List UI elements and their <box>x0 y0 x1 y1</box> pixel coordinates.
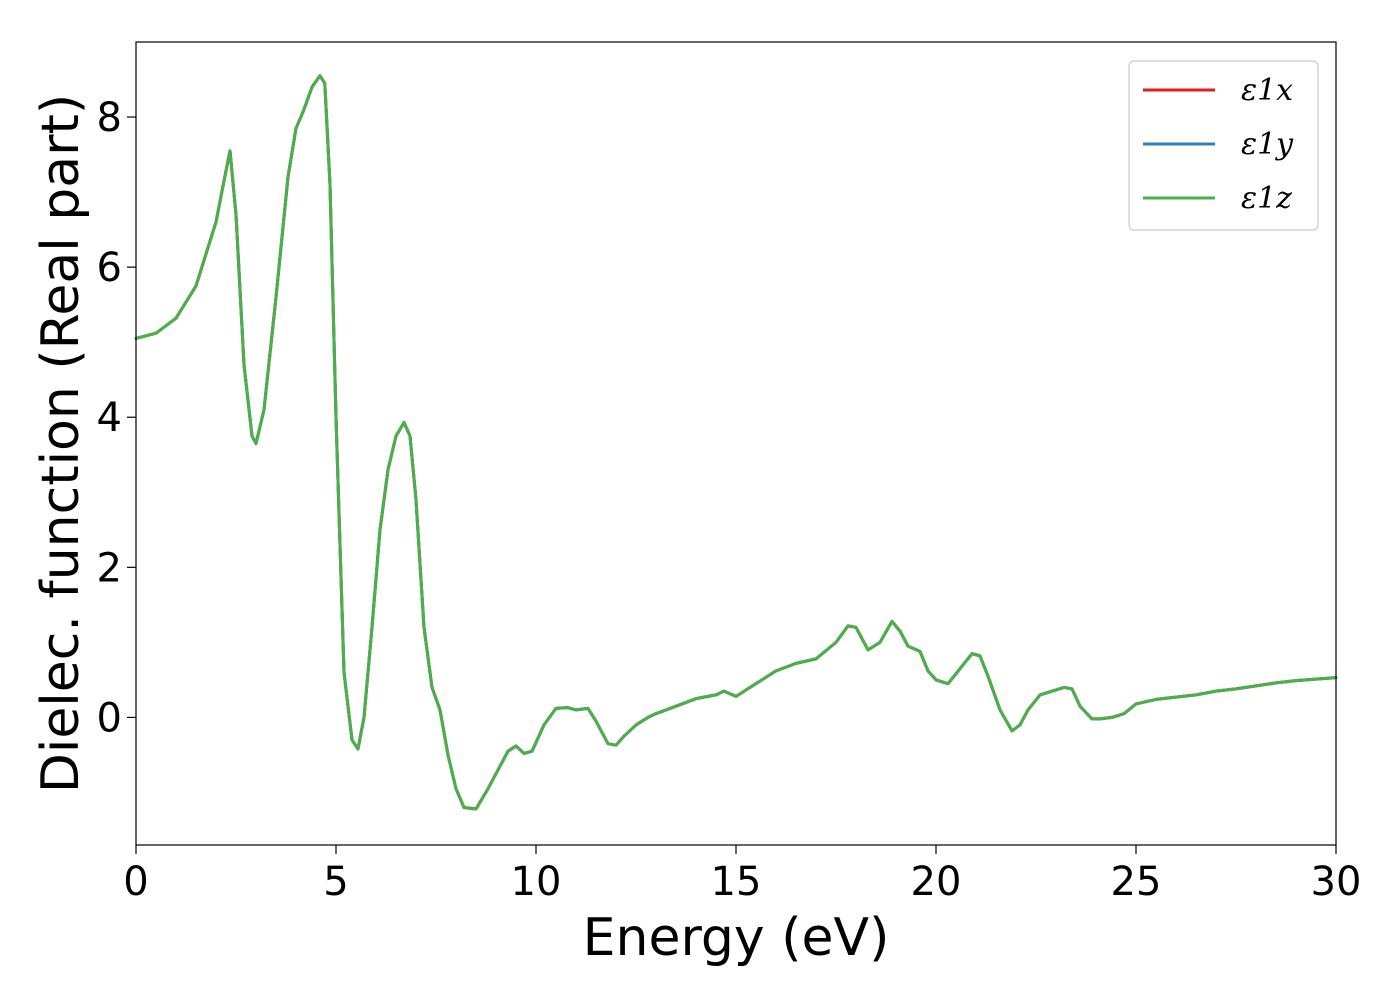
x-axis-label: Energy (eV) <box>583 908 890 968</box>
x-tick-label: 10 <box>511 859 562 905</box>
legend-label: ε1y <box>1241 127 1294 162</box>
x-tick-label: 25 <box>1111 859 1162 905</box>
legend-label: ε1z <box>1241 181 1292 216</box>
legend: ε1x ε1y ε1z <box>1128 60 1319 231</box>
x-tick-label: 5 <box>323 859 348 905</box>
legend-label: ε1x <box>1241 73 1293 108</box>
x-tick-label: 20 <box>911 859 962 905</box>
y-tick-label: 6 <box>97 245 122 291</box>
x-axis-ticks: 0 5 10 15 20 25 30 <box>123 845 1361 905</box>
y-axis-ticks: 0 2 4 6 8 <box>97 95 136 741</box>
x-tick-label: 30 <box>1311 859 1362 905</box>
y-tick-label: 8 <box>97 95 122 141</box>
x-tick-label: 0 <box>123 859 148 905</box>
y-tick-label: 0 <box>97 695 122 741</box>
x-tick-label: 15 <box>711 859 762 905</box>
legend-box <box>1128 60 1319 231</box>
y-tick-label: 4 <box>97 395 122 441</box>
y-axis-label: Dielec. function (Real part) <box>31 94 91 793</box>
y-tick-label: 2 <box>97 545 122 591</box>
series-lines <box>134 74 1338 811</box>
series-line-3 <box>134 74 1338 811</box>
